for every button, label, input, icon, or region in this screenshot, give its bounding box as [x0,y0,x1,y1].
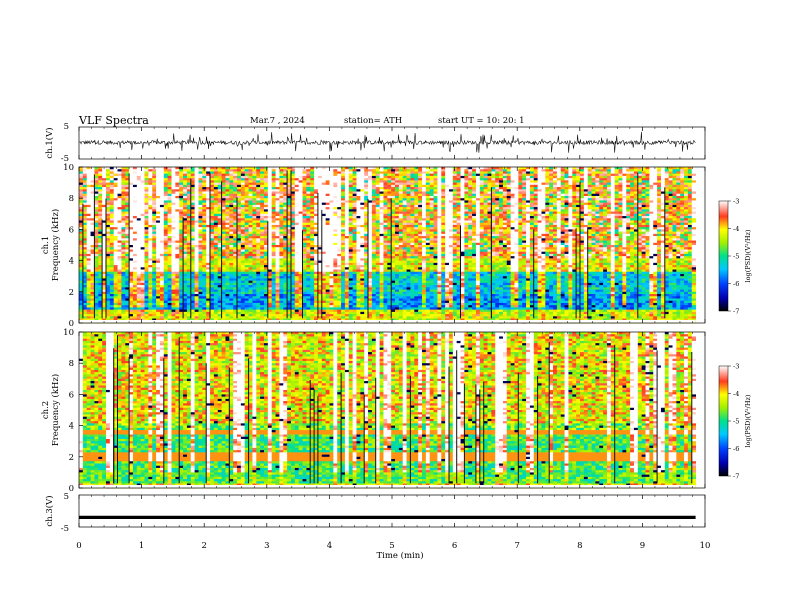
date-label: Mar.7 , 2024 [250,116,305,126]
ch1-waveform-ylabel: ch.1(V) [44,127,55,158]
ch1-waveform-panel: 5 -5 ch.1(V) [44,122,705,164]
figure-title: VLF Spectra [78,114,149,127]
start-ut-label: start UT = 10: 20: 1 [438,116,525,126]
ch1-ytick-top: 5 [64,122,69,132]
ch1-spectrogram-image [79,167,696,323]
station-label: station= ATH [344,116,402,126]
